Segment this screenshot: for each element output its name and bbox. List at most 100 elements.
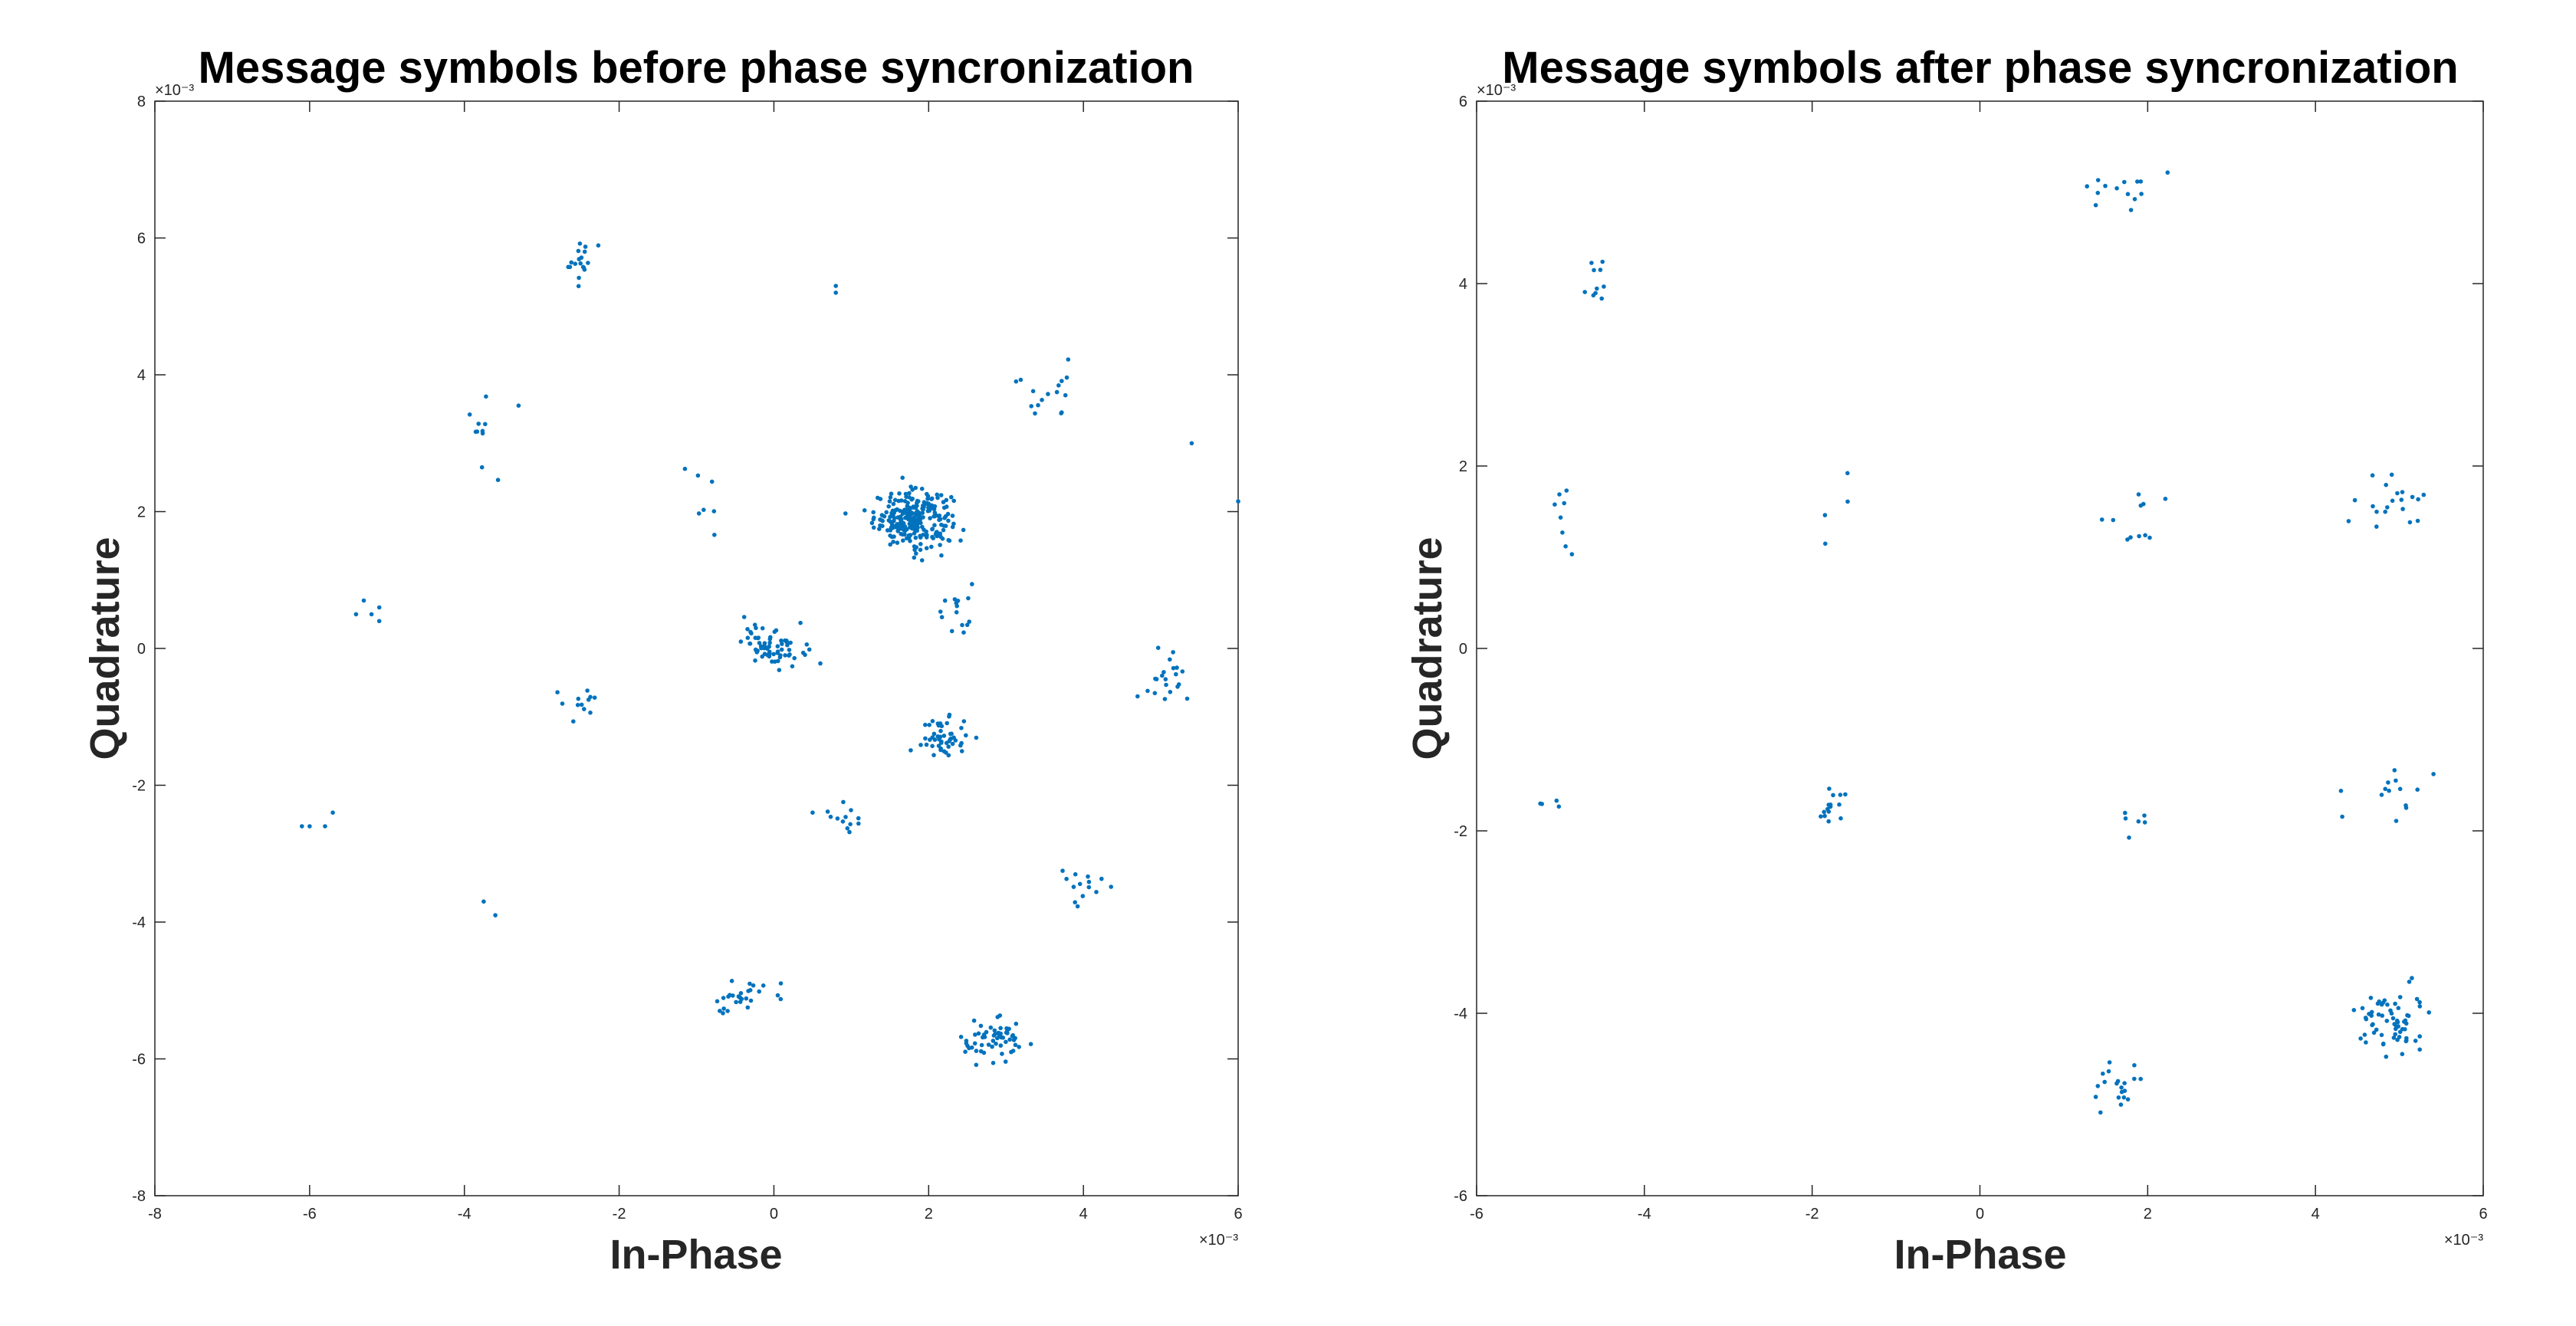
scatter-point <box>1822 813 1827 819</box>
y-axis-label-before: Quadrature <box>82 537 128 760</box>
scatter-point <box>1077 881 1083 887</box>
scatter-point <box>973 1032 978 1037</box>
scatter-point <box>1831 793 1835 798</box>
scatter-point <box>2093 202 2098 208</box>
scatter-point <box>848 822 853 827</box>
scatter-point <box>756 635 761 640</box>
scatter-point <box>929 544 934 550</box>
scatter-point <box>2384 1019 2390 1023</box>
scatter-point <box>964 1041 969 1045</box>
scatter-point <box>2392 768 2397 773</box>
scatter-point <box>841 799 846 805</box>
scatter-point <box>969 1045 974 1050</box>
scatter-point <box>935 734 940 739</box>
scatter-point <box>2379 793 2384 797</box>
scatter-point <box>376 605 382 610</box>
scatter-point <box>752 622 757 627</box>
scatter-point <box>582 249 587 254</box>
y-tick-label: 2 <box>1459 458 1467 475</box>
scatter-point <box>972 1041 978 1046</box>
scatter-point <box>2413 1039 2418 1043</box>
scatter-point <box>1162 670 1166 674</box>
scatter-point <box>1589 261 1594 265</box>
scatter-point <box>961 630 966 635</box>
scatter-point <box>361 598 366 603</box>
scatter-point <box>995 1015 1000 1019</box>
scatter-point <box>905 527 909 532</box>
scatter-point <box>1086 874 1090 879</box>
scatter-point <box>2364 1016 2369 1022</box>
y-tick-label: 4 <box>137 367 146 384</box>
scatter-point <box>2125 1097 2131 1102</box>
scatter-point <box>780 642 784 646</box>
scatter-point <box>979 1042 984 1048</box>
scatter-point <box>2095 190 2101 195</box>
scatter-point <box>2403 1018 2408 1023</box>
scatter-point <box>596 243 601 248</box>
scatter-point <box>1004 1039 1008 1045</box>
scatter-point <box>481 899 486 904</box>
scatter-point <box>902 499 908 504</box>
scatter-point <box>884 510 889 515</box>
scatter-point <box>992 1028 997 1033</box>
scatter-point <box>2416 497 2420 502</box>
scatter-point <box>905 514 911 518</box>
scatter-point <box>1064 876 1069 881</box>
scatter-point <box>2393 1032 2397 1037</box>
scatter-point <box>576 284 581 289</box>
y-tick-label: 2 <box>137 504 146 521</box>
scatter-point <box>761 983 766 988</box>
scatter-point <box>904 494 909 499</box>
scatter-point <box>762 652 767 656</box>
scatter-point <box>753 658 757 663</box>
scatter-point <box>964 622 970 628</box>
scatter-point <box>1014 1021 1019 1026</box>
scatter-point <box>882 514 887 519</box>
scatter-point <box>950 741 955 747</box>
scatter-point <box>2107 1060 2112 1065</box>
x-exponent-after: ×10⁻³ <box>2444 1232 2483 1249</box>
scatter-point <box>1030 389 1036 394</box>
scatter-point <box>353 612 359 617</box>
scatter-point <box>2141 501 2146 507</box>
scatter-point <box>885 528 890 533</box>
scatter-point <box>307 824 312 829</box>
scatter-point <box>2136 819 2141 824</box>
scatter-point <box>2364 1040 2368 1045</box>
scatter-point <box>2125 192 2131 196</box>
scatter-point <box>899 498 904 503</box>
scatter-point <box>1564 488 1569 493</box>
scatter-point <box>2374 509 2379 514</box>
scatter-point <box>924 529 928 534</box>
scatter-point <box>2406 1013 2411 1019</box>
scatter-point <box>2388 1008 2393 1013</box>
scatter-point <box>1160 673 1165 678</box>
x-tick-label: -6 <box>1470 1206 1484 1223</box>
scatter-point <box>1071 885 1076 889</box>
scatter-point <box>899 517 904 522</box>
scatter-point <box>2426 1010 2431 1015</box>
scatter-point <box>891 514 895 518</box>
scatter-point <box>718 1009 722 1013</box>
scatter-point <box>922 504 926 510</box>
scatter-point <box>1056 383 1061 388</box>
scatter-point <box>978 1023 984 1029</box>
scatter-point <box>900 475 905 481</box>
scatter-point <box>845 825 850 831</box>
scatter-point <box>825 809 830 814</box>
scatter-point <box>2125 537 2130 542</box>
scatter-point <box>1838 793 1843 797</box>
scatter-point <box>758 644 764 648</box>
x-tick-label: 6 <box>1234 1206 1242 1223</box>
scatter-point <box>930 743 935 749</box>
scatter-point <box>495 478 501 482</box>
scatter-point <box>913 485 918 491</box>
scatter-point <box>924 546 929 550</box>
scatter-point <box>998 1043 1004 1048</box>
scatter-point <box>770 659 774 664</box>
scatter-point <box>981 1050 987 1055</box>
scatter-point <box>2106 1068 2111 1074</box>
scatter-point <box>1171 665 1176 671</box>
scatter-point <box>871 525 876 530</box>
scatter-point <box>745 635 751 640</box>
